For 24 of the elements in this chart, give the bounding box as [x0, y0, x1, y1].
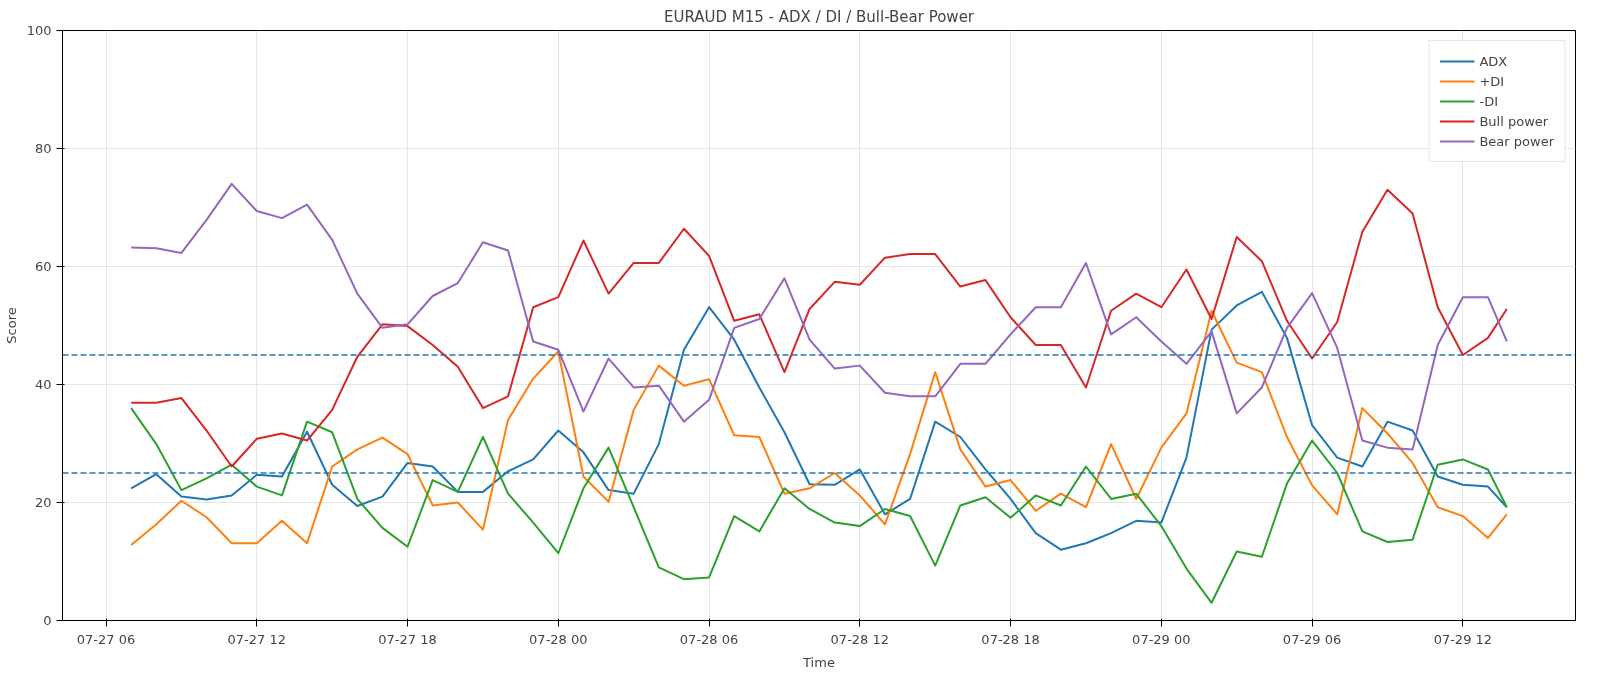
chart-title: EURAUD M15 - ADX / DI / Bull-Bear Power [663, 7, 975, 26]
legend-label: Bull power [1479, 113, 1549, 129]
x-tick-label: 07-28 18 [981, 631, 1040, 647]
legend-label: -DI [1479, 93, 1499, 109]
x-axis-title: Time [802, 654, 835, 670]
legend-label: Bear power [1479, 133, 1554, 149]
x-tick-label: 07-28 06 [679, 631, 739, 647]
x-tick-label: 07-27 06 [76, 631, 136, 647]
y-tick-label: 40 [34, 377, 52, 392]
x-tick-label: 07-28 00 [529, 631, 588, 647]
y-tick-label: 100 [26, 23, 52, 38]
y-tick-label: 0 [43, 613, 52, 628]
legend-label: ADX [1479, 53, 1508, 69]
y-tick-label: 20 [34, 495, 52, 510]
y-tick-label: 80 [34, 141, 52, 156]
x-tick-label: 07-29 06 [1282, 631, 1342, 647]
x-tick-label: 07-28 12 [830, 631, 890, 647]
y-tick-label: 60 [34, 259, 52, 274]
x-tick-label: 07-29 12 [1433, 631, 1493, 647]
x-tick-label: 07-29 00 [1132, 631, 1191, 647]
legend-label: +DI [1479, 73, 1505, 89]
x-tick-label: 07-27 12 [227, 631, 287, 647]
y-axis-title: Score [3, 307, 19, 344]
x-tick-label: 07-27 18 [378, 631, 437, 647]
